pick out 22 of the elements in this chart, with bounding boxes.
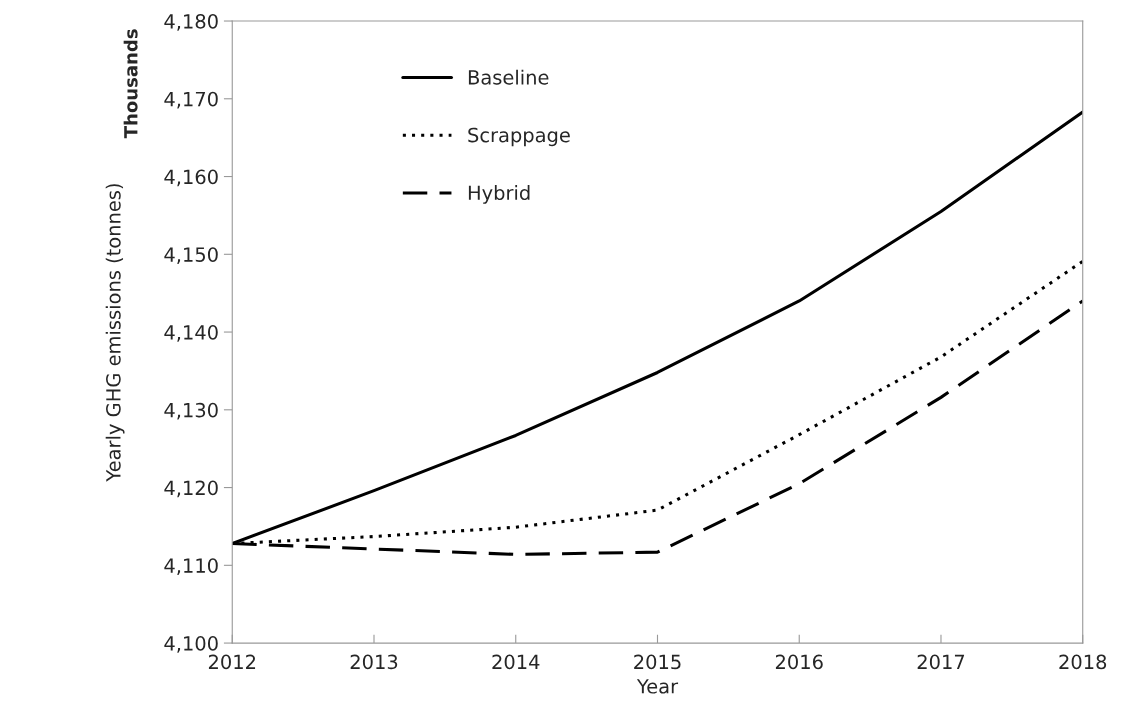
x-tick-label: 2016 <box>775 654 823 670</box>
y-tick-label: 4,110 <box>164 558 218 575</box>
text: Thousands <box>123 29 138 139</box>
x-tick-label: 2018 <box>1059 654 1107 670</box>
y-tick-label: 4,130 <box>164 402 218 420</box>
y-tick-label: 4,150 <box>164 247 218 264</box>
y-tick-label: 4,160 <box>164 169 218 187</box>
legend-label: Hybrid <box>468 185 530 204</box>
y-tick-label: 4,180 <box>164 13 218 31</box>
x-tick-label: 2015 <box>634 654 681 670</box>
y-tick-label: 4,120 <box>164 480 218 498</box>
y-tick-label: 4,170 <box>164 91 218 109</box>
x-axis-title: Year <box>636 679 679 694</box>
y-tick-label: 4,140 <box>164 325 218 342</box>
legend-label: Scrappage <box>468 127 570 147</box>
x-tick-label: 2017 <box>917 654 965 670</box>
y-axis-title: Yearly GHG emissions (tonnes) <box>105 184 125 482</box>
x-tick-label: 2014 <box>492 654 540 670</box>
x-tick-label: 2013 <box>350 654 398 670</box>
x-tick-label: 2012 <box>208 654 256 670</box>
y-tick-label: 4,100 <box>164 636 218 653</box>
legend-label: Baseline <box>468 69 549 85</box>
